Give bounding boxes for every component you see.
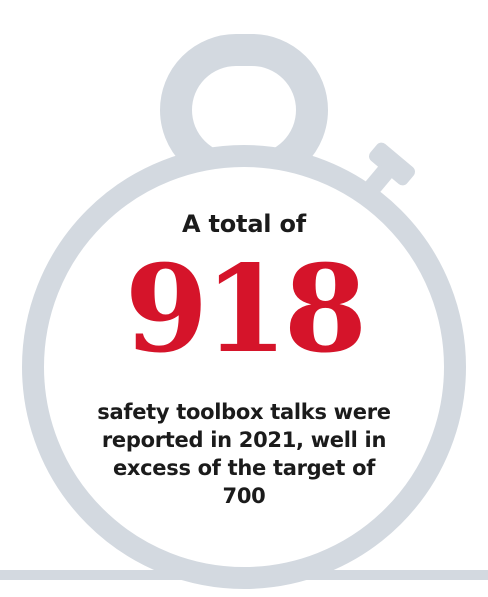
baseline-bar: [0, 570, 488, 580]
intro-text: A total of: [181, 210, 307, 238]
stat-number: 918: [124, 239, 368, 380]
stat-description: safety toolbox talks were reported in 20…: [97, 400, 391, 508]
